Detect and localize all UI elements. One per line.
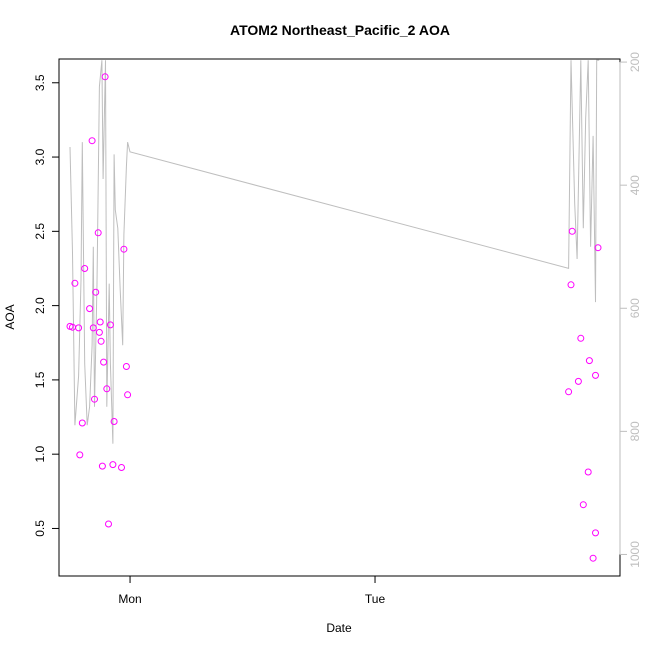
data-point — [122, 363, 130, 370]
data-point — [568, 227, 576, 235]
data-point — [86, 305, 94, 313]
y-tick-label: 1.0 — [33, 446, 47, 463]
x-axis: Mon Tue — [118, 575, 386, 606]
data-point — [567, 281, 575, 289]
data-point — [577, 334, 585, 342]
y2-tick-label: 800 — [628, 421, 642, 441]
data-point — [89, 324, 97, 332]
data-point — [95, 328, 103, 336]
x-tick-label: Mon — [118, 592, 141, 606]
data-point — [124, 391, 132, 399]
y2-tick-label: 400 — [628, 175, 642, 195]
data-point — [120, 245, 128, 253]
plot-frame — [58, 58, 621, 577]
data-point — [91, 395, 98, 403]
data-point — [76, 451, 84, 459]
data-point — [579, 501, 587, 509]
depth-line-series — [69, 59, 600, 444]
y2-tick-label: 600 — [628, 298, 642, 318]
data-point — [98, 462, 106, 470]
data-point — [109, 461, 117, 469]
y-axis: 0.5 1.0 1.5 2.0 2.5 3.0 3.5 — [33, 74, 60, 537]
y-tick-label: 1.5 — [33, 371, 47, 388]
data-point — [594, 244, 602, 252]
data-point — [106, 321, 114, 329]
data-point — [78, 419, 86, 427]
data-point — [103, 385, 111, 393]
y-axis-right: 200 400 600 800 1000 — [619, 52, 642, 568]
y-tick-label: 3.5 — [33, 74, 47, 91]
data-point — [574, 377, 582, 385]
data-point — [100, 358, 108, 366]
y-tick-label: 2.5 — [33, 223, 47, 240]
data-point — [592, 371, 599, 379]
data-point — [584, 468, 592, 476]
y-tick-label: 2.0 — [33, 297, 47, 314]
data-point — [96, 318, 104, 326]
data-point — [88, 137, 96, 145]
data-point — [97, 337, 105, 345]
x-tick-label: Tue — [365, 592, 386, 606]
data-point — [71, 279, 79, 287]
chart-title: ATOM2 Northeast_Pacific_2 AOA — [230, 22, 450, 38]
data-point — [110, 418, 118, 425]
y-tick-label: 0.5 — [33, 520, 47, 537]
data-point — [94, 229, 102, 237]
aoa-point-series — [66, 73, 602, 562]
y2-tick-label: 1000 — [628, 541, 642, 568]
y-axis-title: AOA — [3, 304, 17, 329]
data-point — [101, 73, 109, 81]
data-point — [585, 357, 593, 365]
y-tick-label: 3.0 — [33, 148, 47, 165]
data-point — [118, 464, 125, 471]
data-point — [565, 388, 573, 396]
data-point — [81, 265, 89, 272]
data-point — [592, 529, 599, 537]
data-point — [105, 520, 112, 528]
y2-tick-label: 200 — [628, 52, 642, 72]
data-point — [75, 324, 83, 332]
depth-line — [69, 59, 600, 444]
data-point — [589, 554, 597, 562]
x-axis-title: Date — [326, 621, 352, 635]
data-point — [92, 288, 100, 296]
